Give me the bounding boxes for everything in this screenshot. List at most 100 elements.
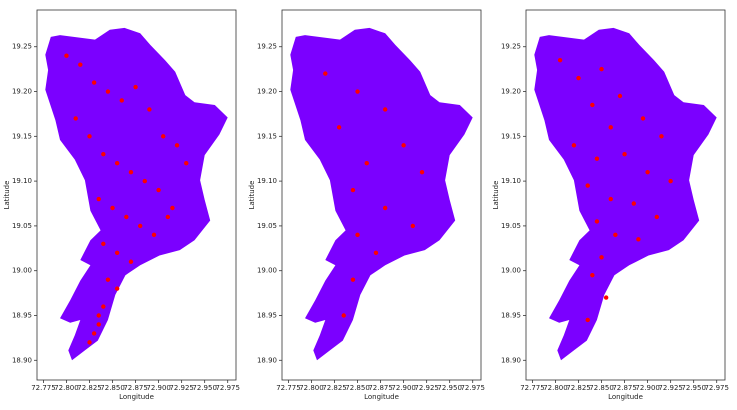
x-tick-label: 72.925	[414, 384, 439, 392]
point	[631, 201, 636, 206]
plot-frame	[525, 9, 726, 381]
point	[110, 205, 115, 211]
x-tick-label: 72.775	[520, 384, 545, 392]
point	[608, 125, 613, 130]
point	[142, 178, 147, 184]
point	[147, 107, 152, 112]
point	[382, 107, 388, 112]
x-tick-label: 72.950	[681, 384, 706, 392]
point	[613, 232, 618, 238]
y-tick-label: 18.95	[501, 311, 521, 319]
point	[668, 178, 673, 184]
point	[114, 286, 120, 291]
x-tick-label: 72.825	[566, 384, 591, 392]
x-tick-label: 72.875	[123, 384, 148, 392]
region	[290, 27, 473, 361]
x-tick-label: 72.800	[54, 384, 79, 392]
point	[91, 80, 97, 85]
point	[336, 125, 342, 130]
point	[603, 295, 609, 300]
y-axis-label: Latitude	[492, 181, 500, 210]
point	[401, 143, 406, 148]
point	[659, 134, 664, 139]
point	[133, 84, 138, 90]
point	[165, 214, 171, 220]
region	[534, 27, 717, 361]
point	[87, 340, 92, 345]
point	[571, 143, 577, 148]
point	[419, 169, 425, 175]
x-tick-label: 72.900	[635, 384, 660, 392]
point	[590, 272, 595, 278]
x-tick-label: 72.850	[100, 384, 125, 392]
x-axis-label: Longitude	[364, 393, 399, 401]
point	[350, 187, 356, 193]
y-tick-label: 19.25	[12, 43, 32, 51]
y-tick-label: 19.15	[12, 132, 32, 140]
point	[382, 205, 388, 211]
point	[622, 152, 627, 157]
point	[156, 187, 161, 193]
x-tick-label: 72.850	[589, 384, 614, 392]
y-tick-label: 18.95	[257, 311, 277, 319]
point	[341, 313, 346, 318]
point	[114, 160, 120, 166]
point	[64, 53, 69, 58]
point	[355, 232, 360, 238]
point	[161, 134, 166, 139]
y-tick-label: 19.20	[12, 88, 32, 96]
x-tick-label: 72.775	[276, 384, 301, 392]
point	[128, 259, 134, 264]
plot-frame	[36, 9, 237, 381]
point	[137, 223, 143, 229]
point	[78, 62, 83, 67]
region	[45, 27, 228, 361]
point	[105, 89, 111, 94]
x-tick-label: 72.800	[299, 384, 324, 392]
point	[410, 223, 416, 229]
x-tick-label: 72.950	[192, 384, 217, 392]
x-tick-label: 72.775	[31, 384, 56, 392]
x-tick-label: 72.900	[391, 384, 416, 392]
plot-frame	[281, 9, 482, 381]
point	[585, 317, 590, 323]
point	[87, 134, 92, 139]
point	[364, 160, 369, 166]
point	[91, 331, 97, 336]
point	[170, 205, 175, 211]
y-tick-label: 19.00	[257, 267, 277, 275]
y-axis-label: Latitude	[248, 181, 256, 210]
point	[119, 98, 124, 103]
y-tick-label: 19.15	[257, 132, 277, 140]
x-tick-label: 72.900	[146, 384, 171, 392]
y-tick-label: 18.90	[257, 356, 277, 364]
x-tick-label: 72.975	[215, 384, 240, 392]
point	[101, 152, 106, 157]
point	[636, 237, 641, 242]
x-tick-label: 72.850	[345, 384, 370, 392]
point	[608, 196, 613, 202]
y-tick-label: 19.25	[257, 43, 277, 51]
x-tick-label: 72.875	[612, 384, 637, 392]
point	[617, 93, 623, 99]
point	[96, 313, 101, 318]
point	[373, 250, 379, 255]
point	[654, 214, 660, 220]
x-tick-label: 72.975	[704, 384, 729, 392]
x-axis-label: Longitude	[119, 393, 154, 401]
y-tick-label: 19.15	[501, 132, 521, 140]
point	[101, 241, 106, 247]
y-tick-label: 19.00	[501, 267, 521, 275]
point	[96, 196, 101, 202]
point	[645, 169, 650, 175]
point	[114, 250, 120, 255]
x-tick-label: 72.925	[169, 384, 194, 392]
point	[105, 277, 111, 282]
point	[323, 71, 328, 76]
y-tick-label: 19.10	[12, 177, 32, 185]
x-axis-label: Longitude	[608, 393, 643, 401]
y-tick-label: 19.20	[501, 88, 521, 96]
y-tick-label: 19.10	[257, 177, 277, 185]
point	[96, 322, 101, 327]
